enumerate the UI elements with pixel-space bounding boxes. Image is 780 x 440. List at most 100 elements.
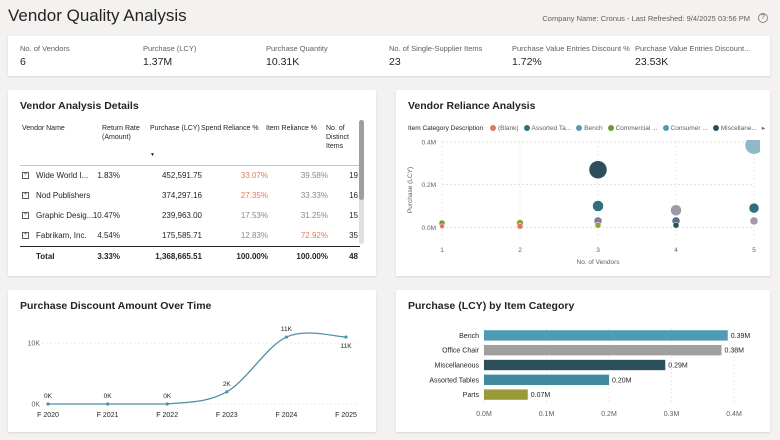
- table-row[interactable]: + Fabrikam, Inc. 4.54% 175,585.71 12.83% 72.9…: [20, 226, 360, 246]
- bar[interactable]: [484, 345, 722, 356]
- bar[interactable]: [484, 374, 609, 385]
- column-header-vendor-name[interactable]: Vendor Name: [22, 125, 65, 132]
- legend-dot-icon: [712, 125, 719, 131]
- scatter-point[interactable]: [670, 204, 682, 217]
- purchase-cell: 452,591.75: [161, 171, 202, 180]
- sort-descending-icon[interactable]: ▼: [150, 152, 155, 158]
- y-tick-label: 0.4M: [422, 140, 436, 147]
- expand-icon[interactable]: +: [22, 212, 29, 219]
- kpi-value: 6: [20, 56, 26, 68]
- purchase-cell: 374,297.16: [161, 191, 202, 200]
- legend-dot-icon: [607, 125, 614, 131]
- table-scrollbar[interactable]: [359, 120, 364, 244]
- y-tick-label: 0K: [31, 402, 40, 409]
- column-header-item-reliance[interactable]: Item Reliance %: [266, 125, 317, 132]
- expand-icon[interactable]: +: [22, 192, 29, 199]
- legend-item[interactable]: Consumer ...: [662, 125, 708, 132]
- total-label: Total: [36, 252, 55, 261]
- scatter-point[interactable]: [516, 223, 524, 230]
- kpi-label: Purchase Quantity: [266, 44, 328, 53]
- legend-label: Bench: [584, 125, 603, 132]
- kpi-label: No. of Vendors: [20, 44, 70, 53]
- line-point[interactable]: [165, 402, 169, 406]
- bar-chart: 0.0M 0.1M 0.2M 0.3M 0.4M Bench 0.39M Office Cha…: [429, 328, 750, 418]
- legend-item[interactable]: (Blank): [489, 125, 519, 132]
- legend-label: (Blank): [497, 125, 519, 132]
- vendor-name-cell: Graphic Desig...: [36, 211, 94, 220]
- scatter-point[interactable]: [439, 223, 445, 230]
- card-title: Vendor Analysis Details: [20, 100, 139, 112]
- kpi-single-supplier: No. of Single-Supplier Items 23: [389, 44, 509, 68]
- legend-dot-icon: [523, 125, 530, 131]
- question-circle-icon[interactable]: ?: [758, 13, 768, 23]
- item-reliance-cell: 72.92%: [300, 231, 328, 240]
- total-distinct-items: 48: [349, 252, 358, 261]
- line-point[interactable]: [284, 335, 288, 339]
- x-tick-label: 0.4M: [726, 411, 742, 418]
- bar[interactable]: [484, 359, 666, 371]
- kpi-discount-pct: Purchase Value Entries Discount % 1.72%: [512, 44, 632, 68]
- x-axis-label: No. of Vendors: [577, 259, 621, 266]
- data-label: 0.07M: [531, 392, 551, 399]
- line-point[interactable]: [106, 402, 110, 406]
- x-tick-label: 0.3M: [664, 411, 680, 418]
- scatter-plot: 0.0M 0.2M 0.4M 1 2 3 4 5 No. of Vendors Purchase …: [407, 136, 763, 266]
- refresh-info: Company Name: Cronus - Last Refreshed: 9…: [542, 14, 750, 23]
- category-label: Office Chair: [442, 348, 479, 355]
- scatter-point[interactable]: [748, 202, 760, 214]
- chevron-right-icon[interactable]: ▸: [761, 125, 766, 132]
- bar[interactable]: [484, 389, 528, 400]
- vendor-name-cell: Nod Publishers: [36, 191, 91, 200]
- expand-icon[interactable]: +: [22, 172, 29, 179]
- scatter-point[interactable]: [744, 136, 763, 155]
- spend-reliance-cell: 17.53%: [240, 211, 268, 220]
- legend-label: Consumer ...: [670, 125, 708, 132]
- kpi-label: Purchase Value Entries Discount...: [635, 44, 751, 53]
- kpi-discount-amount: Purchase Value Entries Discount... 23.53…: [635, 44, 755, 68]
- legend-item[interactable]: Bench: [576, 125, 603, 132]
- scatter-point[interactable]: [588, 160, 608, 179]
- bar[interactable]: [484, 330, 728, 341]
- column-header-spend-reliance[interactable]: Spend Reliance %: [201, 125, 259, 132]
- kpi-vendors: No. of Vendors 6: [20, 44, 140, 68]
- legend-item[interactable]: Commercial ...: [607, 125, 658, 132]
- kpi-quantity: Purchase Quantity 10.31K: [266, 44, 386, 68]
- legend-label: Miscellane...: [720, 125, 757, 132]
- scatter-point[interactable]: [592, 200, 604, 212]
- legend-dot-icon: [576, 125, 583, 131]
- table-row[interactable]: + Graphic Desig... 10.47% 239,963.00 17.53% 3…: [20, 206, 360, 226]
- line-point[interactable]: [225, 390, 229, 394]
- y-tick-label: 10K: [28, 341, 41, 348]
- item-reliance-cell: 33.33%: [300, 191, 328, 200]
- column-header-return-rate[interactable]: Return Rate (Amount): [102, 125, 140, 141]
- legend-label: Commercial ...: [615, 125, 658, 132]
- line-point[interactable]: [344, 335, 348, 339]
- legend-item[interactable]: Miscellane...: [712, 125, 757, 132]
- kpi-value: 1.72%: [512, 56, 542, 68]
- card-title: Vendor Reliance Analysis: [408, 100, 536, 112]
- legend-item[interactable]: Assorted Ta...: [523, 125, 571, 132]
- spend-reliance-cell: 33.07%: [240, 171, 268, 180]
- data-label: 0.20M: [612, 377, 632, 384]
- vendor-name-cell: Wide World I...: [36, 171, 89, 180]
- column-header-purchase[interactable]: Purchase (LCY): [150, 125, 200, 132]
- line-point[interactable]: [46, 402, 50, 406]
- line-chart: 0K 10K 0K F 2020 0K F 2021 0K F 2022 2K F 2023 11K…: [28, 326, 357, 419]
- scrollbar-thumb[interactable]: [359, 120, 364, 200]
- x-tick-label: 4: [674, 247, 678, 254]
- kpi-label: Purchase (LCY): [143, 44, 197, 53]
- scatter-point[interactable]: [594, 221, 602, 229]
- data-label: 2K: [223, 381, 232, 388]
- table-row[interactable]: + Wide World I... 1.83% 452,591.75 33.07% 39.…: [20, 166, 360, 186]
- scatter-point[interactable]: [749, 216, 759, 226]
- expand-icon[interactable]: +: [22, 232, 29, 239]
- table-row[interactable]: + Nod Publishers 374,297.16 27.35% 33.33% 16: [20, 186, 360, 206]
- data-label: 0K: [163, 393, 172, 400]
- scatter-point[interactable]: [672, 221, 680, 229]
- x-tick-label: F 2024: [276, 412, 298, 419]
- data-label: 11K: [340, 343, 352, 350]
- x-tick-label: 2: [518, 247, 522, 254]
- kpi-value: 23.53K: [635, 56, 669, 68]
- column-header-distinct-items[interactable]: No. of Distinct Items: [326, 125, 349, 150]
- data-label: 0K: [104, 393, 113, 400]
